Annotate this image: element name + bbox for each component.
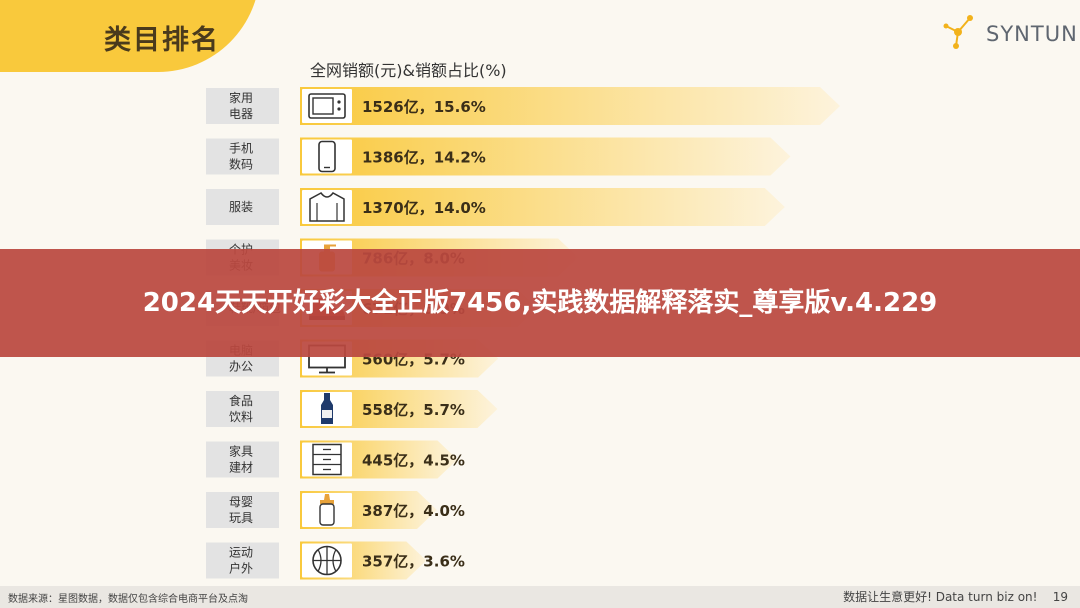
category-label: 数码: [229, 157, 253, 172]
baby-bottle-icon: [319, 494, 335, 526]
page-number: 19: [1052, 590, 1068, 604]
category-label-box: [206, 441, 279, 478]
value-label: 1386亿，14.2%: [362, 149, 486, 167]
bar: [300, 137, 791, 176]
basketball-icon: [312, 545, 342, 576]
category-label-box: [206, 391, 279, 427]
value-label: 445亿，4.5%: [362, 452, 465, 470]
drink-bottle-icon: [321, 393, 333, 424]
banner-text: 2024天天开好彩大全正版7456,实践数据解释落实_尊享版v.4.229: [142, 288, 938, 318]
bar: [300, 188, 785, 226]
category-label-box: [206, 88, 279, 124]
category-label: 运动: [229, 546, 253, 560]
category-label: 母婴: [229, 495, 253, 509]
category-label: 家用: [229, 90, 253, 105]
category-label-box: [206, 492, 279, 528]
category-label-box: [206, 138, 279, 175]
category-label: 户外: [229, 561, 253, 576]
value-label: 387亿，4.0%: [362, 502, 465, 520]
category-label: 玩具: [229, 511, 253, 525]
value-label: 1526亿，15.6%: [362, 98, 486, 116]
hoodie-icon: [309, 192, 345, 222]
phone-icon: [318, 140, 336, 173]
icon-box: [302, 190, 352, 224]
category-label: 饮料: [229, 410, 253, 424]
category-label: 食品: [229, 393, 253, 408]
page-title: 类目排名: [104, 25, 220, 56]
category-label: 建材: [229, 461, 253, 475]
footer-source: 数据来源：星图数据，数据仅包含综合电商平台及点淘: [8, 594, 248, 605]
footer-right: 数据让生意更好! Data turn biz on! 19: [843, 588, 1068, 605]
category-label: 家具: [229, 444, 253, 459]
value-label: 357亿，3.6%: [362, 553, 465, 571]
cabinet-icon: [312, 443, 342, 476]
category-label-box: [206, 542, 279, 579]
icon-box: [302, 139, 352, 174]
overlay-banner: 2024天天开好彩大全正版7456,实践数据解释落实_尊享版v.4.229: [0, 249, 1080, 357]
microwave-icon: [308, 93, 346, 119]
syntun-logo-icon: [943, 15, 973, 49]
category-label: 手机: [229, 142, 253, 156]
category-label: 服装: [229, 200, 253, 214]
icon-box: [302, 493, 352, 527]
category-label: 电器: [229, 107, 253, 121]
footer-slogan: 数据让生意更好! Data turn biz on!: [843, 590, 1038, 604]
category-label-box: [206, 189, 279, 225]
chart-title: 全网销额(元)&销额占比(%): [310, 61, 507, 80]
footer: 数据来源：星图数据，数据仅包含综合电商平台及点淘 数据让生意更好! Data t…: [0, 586, 1080, 608]
bar: [300, 87, 840, 125]
value-label: 558亿，5.7%: [362, 401, 465, 419]
category-label: 办公: [229, 359, 253, 374]
logo-text: SYNTUN: [986, 22, 1078, 46]
value-label: 1370亿，14.0%: [362, 199, 486, 217]
